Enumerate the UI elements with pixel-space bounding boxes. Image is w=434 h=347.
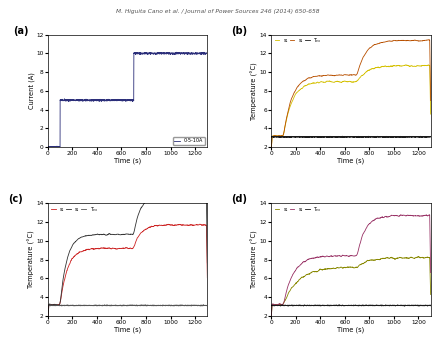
Text: (c): (c) xyxy=(8,194,23,204)
Y-axis label: Current (A): Current (A) xyxy=(28,73,35,109)
X-axis label: Time (s): Time (s) xyxy=(336,158,364,164)
Y-axis label: Temperature (°C): Temperature (°C) xyxy=(250,231,258,288)
Text: (b): (b) xyxy=(231,26,247,36)
X-axis label: Time (s): Time (s) xyxy=(114,326,141,333)
Legend: s₁, s₂, Tₑₓ: s₁, s₂, Tₑₓ xyxy=(273,206,321,213)
Text: (d): (d) xyxy=(231,194,247,204)
Y-axis label: Temperature (°C): Temperature (°C) xyxy=(28,231,35,288)
Text: M. Higuita Cano et al. / Journal of Power Sources 246 (2014) 650-658: M. Higuita Cano et al. / Journal of Powe… xyxy=(115,9,319,14)
X-axis label: Time (s): Time (s) xyxy=(114,158,141,164)
Legend: s₁, s₂, Tₑₓ: s₁, s₂, Tₑₓ xyxy=(273,37,321,44)
Text: (a): (a) xyxy=(13,26,28,36)
Y-axis label: Temperature (°C): Temperature (°C) xyxy=(250,62,258,120)
X-axis label: Time (s): Time (s) xyxy=(336,326,364,333)
Legend: 0-5-10A: 0-5-10A xyxy=(172,137,204,145)
Legend: s₁, s₂, Tₑₓ: s₁, s₂, Tₑₓ xyxy=(50,206,98,213)
